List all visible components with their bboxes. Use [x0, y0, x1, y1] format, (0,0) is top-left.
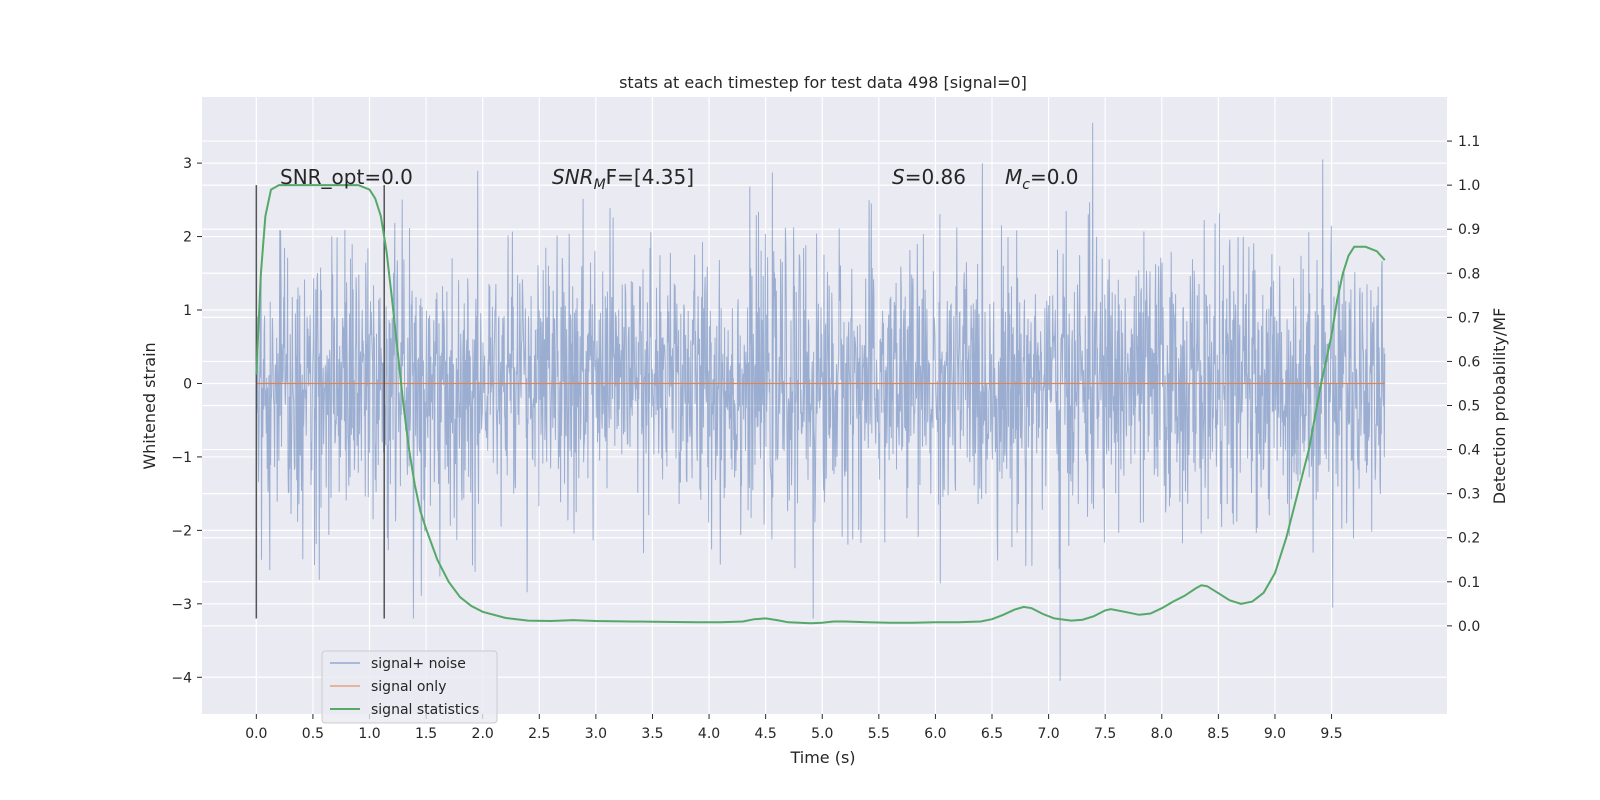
annotation-snr-mf-rest: F=[4.35] [606, 165, 694, 189]
y-tick-label-7: 3 [183, 156, 192, 172]
y2-tick-label-5: 0.5 [1458, 399, 1480, 415]
x-tick-label-13: 6.5 [981, 726, 1003, 742]
x-tick-label-11: 5.5 [868, 726, 890, 742]
y-tick-label-1: −3 [171, 597, 192, 613]
legend-box [321, 650, 498, 724]
marker-lines [255, 185, 385, 619]
y-tick-label-5: 1 [183, 303, 192, 319]
x-tick-label-2: 1.0 [358, 726, 380, 742]
y2-tick-label-8: 0.8 [1458, 266, 1480, 282]
y2-tick-label-0: 0.0 [1458, 619, 1480, 635]
y2-tick-label-11: 1.1 [1458, 134, 1480, 150]
y2-tick-label-9: 0.9 [1458, 222, 1480, 238]
chart-title: stats at each timestep for test data 498… [619, 73, 1027, 92]
y-axis-label: Whitened strain [140, 342, 159, 469]
x-tick-label-14: 7.0 [1037, 726, 1059, 742]
annotation-s: S=0.86 [892, 165, 966, 189]
y-tick-label-6: 2 [183, 230, 192, 246]
x-tick-label-7: 3.5 [641, 726, 663, 742]
annotation-s-var: S [892, 165, 905, 189]
x-tick-label-10: 5.0 [811, 726, 833, 742]
x-tick-label-6: 3.0 [585, 726, 607, 742]
y2-tick-label-1: 0.1 [1458, 575, 1480, 591]
annotation-snr-opt: SNR_opt=0.0 [280, 165, 413, 189]
legend-label-signal-noise: signal+ noise [371, 656, 466, 672]
y-axis-ticks: −4 −3 −2 −1 0 1 2 3 [171, 156, 202, 686]
y2-tick-label-7: 0.7 [1458, 310, 1480, 326]
series-signal-statistics [255, 184, 1386, 625]
x-tick-label-19: 9.5 [1320, 726, 1342, 742]
y2-tick-label-6: 0.6 [1458, 354, 1480, 370]
annotation-s-rest: =0.86 [905, 165, 966, 189]
x-tick-label-5: 2.5 [528, 726, 550, 742]
y-tick-label-2: −2 [171, 523, 192, 539]
y2-tick-label-10: 1.0 [1458, 178, 1480, 194]
x-axis-ticks: 0.0 0.5 1.0 1.5 2.0 2.5 3.0 3.5 4.0 4.5 5.0 5.5 6.0 6… [245, 714, 1343, 742]
x-tick-label-16: 8.0 [1151, 726, 1173, 742]
x-tick-label-12: 6.0 [924, 726, 946, 742]
y2-axis-ticks: 0.0 0.1 0.2 0.3 0.4 0.5 0.6 0.7 0.8 0.9 1.0 1.1 [1447, 134, 1480, 635]
annotation-snr-mf-main: SNR [552, 165, 594, 189]
annotation-mc: Mc=0.0 [1005, 165, 1079, 193]
legend-label-signal-only: signal only [371, 679, 446, 695]
x-tick-label-4: 2.0 [472, 726, 494, 742]
annotation-mc-rest: =0.0 [1030, 165, 1079, 189]
x-tick-label-1: 0.5 [302, 726, 324, 742]
annotation-mc-main: M [1005, 165, 1022, 189]
annotation-mc-sub: c [1022, 177, 1030, 193]
series-signal-noise [255, 122, 1386, 681]
legend-label-signal-statistics: signal statistics [371, 702, 479, 718]
annotation-snr-mf-sub: M [594, 177, 606, 193]
y2-axis-label: Detection probability/MF [1490, 308, 1509, 505]
x-tick-label-17: 8.5 [1207, 726, 1229, 742]
y-tick-label-4: 0 [183, 376, 192, 392]
y2-tick-label-3: 0.3 [1458, 487, 1480, 503]
y-tick-label-3: −1 [171, 450, 192, 466]
x-tick-label-9: 4.5 [755, 726, 777, 742]
y-tick-label-0: −4 [171, 670, 192, 686]
annotation-snr-mf: SNRMF=[4.35] [552, 165, 694, 193]
x-tick-label-15: 7.5 [1094, 726, 1116, 742]
x-tick-label-3: 1.5 [415, 726, 437, 742]
x-tick-label-18: 9.0 [1264, 726, 1286, 742]
y2-tick-label-4: 0.4 [1458, 443, 1480, 459]
x-tick-label-0: 0.0 [245, 726, 267, 742]
x-tick-label-8: 4.0 [698, 726, 720, 742]
y2-tick-label-2: 0.2 [1458, 531, 1480, 547]
x-axis-label: Time (s) [789, 748, 855, 767]
legend: signal+ noise signal only signal statist… [321, 650, 498, 724]
